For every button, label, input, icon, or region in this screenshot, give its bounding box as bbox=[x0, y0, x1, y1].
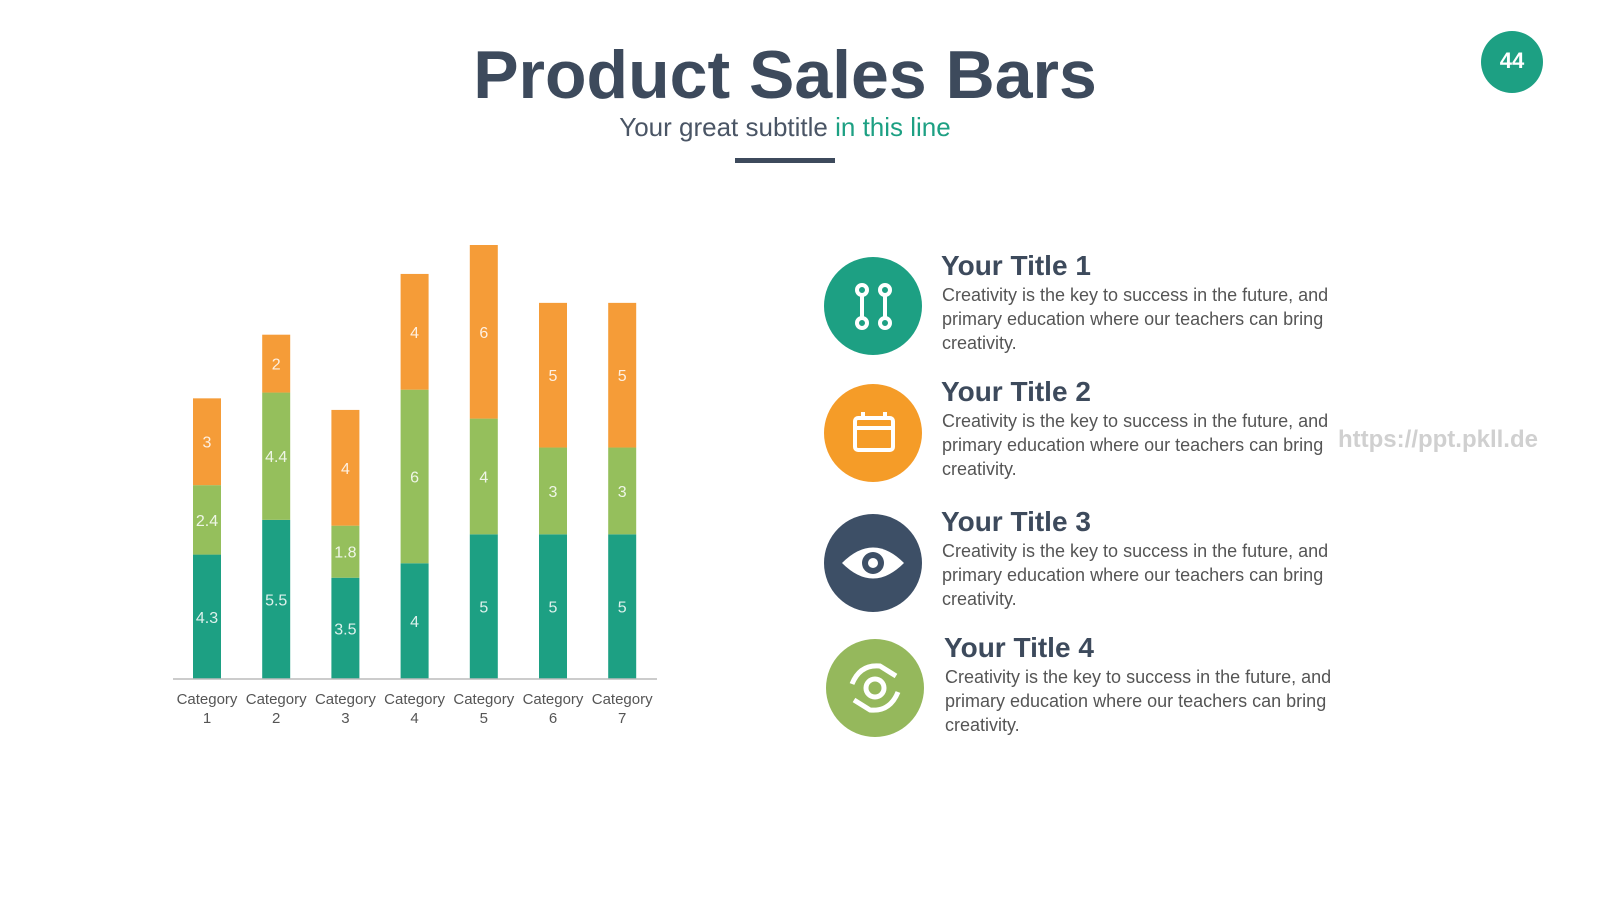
value-label: 5 bbox=[479, 600, 488, 617]
value-label: 4.4 bbox=[265, 449, 287, 466]
value-label: 5 bbox=[618, 600, 627, 617]
value-label: 4 bbox=[479, 469, 488, 486]
value-label: 4 bbox=[341, 461, 350, 478]
value-label: 6 bbox=[410, 469, 419, 486]
item-title: Your Title 4 bbox=[944, 632, 1094, 663]
bar-segment bbox=[469, 534, 498, 679]
value-label: 4.3 bbox=[196, 610, 218, 627]
value-label: 3 bbox=[618, 484, 627, 501]
x-tick-label: Category 7 bbox=[591, 691, 653, 727]
bar-segment bbox=[331, 409, 360, 526]
bar-segment bbox=[400, 563, 429, 679]
value-label: 6 bbox=[479, 325, 488, 342]
bar-segment bbox=[262, 519, 291, 679]
bar-segment bbox=[469, 245, 498, 419]
value-label: 5 bbox=[549, 368, 558, 385]
value-label: 5 bbox=[618, 368, 627, 385]
icon-2 bbox=[824, 384, 922, 482]
bar-segment bbox=[539, 447, 567, 535]
title-underline bbox=[735, 158, 835, 163]
value-label: 1.8 bbox=[334, 545, 356, 562]
bar-segment bbox=[193, 398, 221, 486]
x-tick-label: Category 6 bbox=[522, 691, 584, 727]
bar-segment bbox=[262, 334, 291, 393]
value-label: 2 bbox=[272, 357, 281, 374]
subtitle: Your great subtitle in this line bbox=[0, 112, 1570, 143]
item-text: Creativity is the key to success in the … bbox=[942, 541, 1329, 609]
icon-3 bbox=[824, 514, 922, 612]
bar-segment bbox=[331, 525, 360, 578]
bar-segment bbox=[331, 577, 360, 679]
item-text: Creativity is the key to success in the … bbox=[945, 667, 1332, 735]
value-label: 3 bbox=[549, 484, 558, 501]
bar-segment bbox=[469, 418, 498, 535]
icon-1 bbox=[824, 257, 922, 355]
value-label: 5.5 bbox=[265, 592, 287, 609]
value-label: 4 bbox=[410, 614, 419, 631]
watermark: https://ppt.pkll.de bbox=[1338, 426, 1538, 453]
bar-segment bbox=[193, 554, 221, 679]
value-label: 4 bbox=[410, 325, 419, 342]
x-tick-label: Category 5 bbox=[453, 691, 515, 727]
bar-segment bbox=[193, 485, 221, 555]
item-text: Creativity is the key to success in the … bbox=[942, 411, 1329, 479]
bar-segment bbox=[539, 534, 567, 679]
x-tick-label: Category 4 bbox=[384, 691, 446, 727]
x-tick-label: Category 1 bbox=[176, 691, 238, 727]
page-number: 44 bbox=[1500, 48, 1525, 73]
subtitle-text: Your great subtitle bbox=[619, 112, 828, 142]
icon-4 bbox=[826, 639, 924, 737]
x-tick-label: Category 3 bbox=[314, 691, 376, 727]
bar-segment bbox=[262, 392, 291, 520]
item-text: Creativity is the key to success in the … bbox=[942, 285, 1329, 353]
bar-segment bbox=[608, 302, 637, 448]
bar-segment bbox=[539, 302, 567, 448]
page-badge bbox=[1481, 31, 1543, 93]
item-title: Your Title 1 bbox=[941, 250, 1091, 281]
value-label: 3 bbox=[203, 435, 212, 452]
x-tick-label: Category 2 bbox=[245, 691, 307, 727]
bar-segment bbox=[400, 389, 429, 564]
bar-segment bbox=[400, 273, 429, 390]
item-title: Your Title 3 bbox=[941, 506, 1091, 537]
value-label: 2.4 bbox=[196, 513, 218, 530]
value-label: 5 bbox=[549, 600, 558, 617]
bar-segment bbox=[608, 534, 637, 679]
chart: 4.3 2.4 3 5.5 4.4 2 3.5 1.8 4 4 6 4 5 4 6 5 3 5 5 3 5 bbox=[193, 245, 637, 679]
value-label: 3.5 bbox=[334, 621, 356, 638]
subtitle-highlight: in this line bbox=[835, 112, 951, 142]
slide-title: Product Sales Bars bbox=[473, 37, 1097, 113]
bar-segment bbox=[608, 447, 637, 535]
item-title: Your Title 2 bbox=[941, 376, 1091, 407]
